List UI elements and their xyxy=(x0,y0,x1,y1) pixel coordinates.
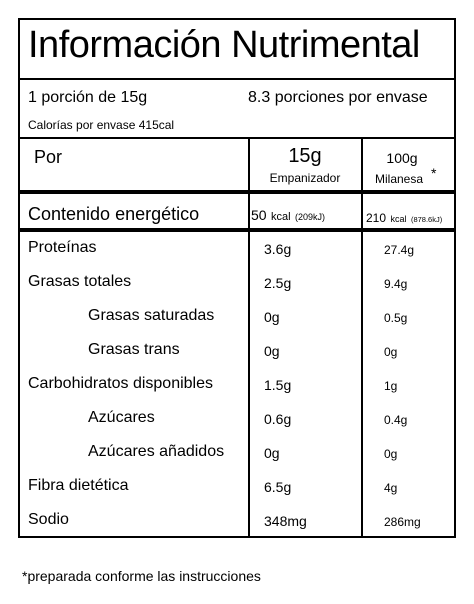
row-v2-trans-fat: 0g xyxy=(384,345,398,359)
row-v1-trans-fat: 0g xyxy=(264,343,280,359)
serving-size: 1 porción de 15g xyxy=(28,89,148,106)
energy-col2-unit: kcal xyxy=(390,214,407,224)
body-col-divider-2 xyxy=(361,232,363,538)
row-v1-sodium: 348mg xyxy=(264,513,307,529)
row-v1-carbohydrates: 1.5g xyxy=(264,377,292,393)
energy-col1-kcal: 50 xyxy=(251,207,267,223)
col2-amount: 100g xyxy=(386,150,418,166)
row-v2-saturated-fat: 0.5g xyxy=(384,311,408,325)
calories-per-pack: Calorías por envase 415cal xyxy=(28,118,175,132)
row-label-sodium: Sodio xyxy=(28,511,69,528)
row-v1-saturated-fat: 0g xyxy=(264,309,280,325)
col2-asterisk: * xyxy=(431,165,437,181)
row-v1-total-fat: 2.5g xyxy=(264,275,292,291)
row-v1-fiber: 6.5g xyxy=(264,479,292,495)
energy-thick-divider xyxy=(20,228,454,232)
energy-col1: 50 kcal (209kJ) xyxy=(251,207,325,225)
row-v1-added-sugars: 0g xyxy=(264,445,280,461)
row-label-proteins: Proteínas xyxy=(28,239,97,256)
row-v2-sodium: 286mg xyxy=(384,515,421,529)
row-label-carbohydrates: Carbohidratos disponibles xyxy=(28,375,213,392)
nutrition-facts-panel: Información Nutrimental 1 porción de 15g… xyxy=(18,18,456,538)
panel-title: Información Nutrimental xyxy=(28,24,420,66)
row-v2-carbohydrates: 1g xyxy=(384,379,398,393)
header-col-divider-1 xyxy=(248,137,250,230)
row-label-total-fat: Grasas totales xyxy=(28,273,132,290)
energy-col2-kcal: 210 xyxy=(366,211,387,225)
header-col-divider-2 xyxy=(361,137,363,230)
col1-name: Empanizador xyxy=(269,171,341,185)
servings-per-pack: 8.3 porciones por envase xyxy=(248,89,428,106)
energy-col2: 210 kcal (878.6kJ) xyxy=(366,209,442,227)
footnote: *preparada conforme las instrucciones xyxy=(22,568,261,584)
energy-col1-unit: kcal xyxy=(271,211,291,223)
energy-col2-kj: (878.6kJ) xyxy=(410,215,443,224)
title-divider xyxy=(20,78,454,80)
row-v2-proteins: 27.4g xyxy=(384,243,415,257)
row-label-saturated-fat: Grasas saturadas xyxy=(88,307,215,324)
row-label-added-sugars: Azúcares añadidos xyxy=(88,443,225,460)
row-v2-sugars: 0.4g xyxy=(384,413,408,427)
row-label-fiber: Fibra dietética xyxy=(28,477,129,494)
row-v1-sugars: 0.6g xyxy=(264,411,292,427)
header-thick-divider xyxy=(20,190,454,194)
col1-amount: 15g xyxy=(288,145,322,167)
body-col-divider-1 xyxy=(248,232,250,538)
row-v1-proteins: 3.6g xyxy=(264,241,292,257)
energy-label: Contenido energético xyxy=(28,204,200,224)
row-v2-added-sugars: 0g xyxy=(384,447,398,461)
row-label-sugars: Azúcares xyxy=(88,409,155,426)
row-label-trans-fat: Grasas trans xyxy=(88,341,180,358)
energy-col1-kj: (209kJ) xyxy=(295,212,326,222)
serving-divider xyxy=(20,137,454,139)
col2-name: Milanesa xyxy=(375,172,424,186)
row-v2-fiber: 4g xyxy=(384,481,398,495)
row-v2-total-fat: 9.4g xyxy=(384,277,408,291)
per-label: Por xyxy=(34,147,63,167)
